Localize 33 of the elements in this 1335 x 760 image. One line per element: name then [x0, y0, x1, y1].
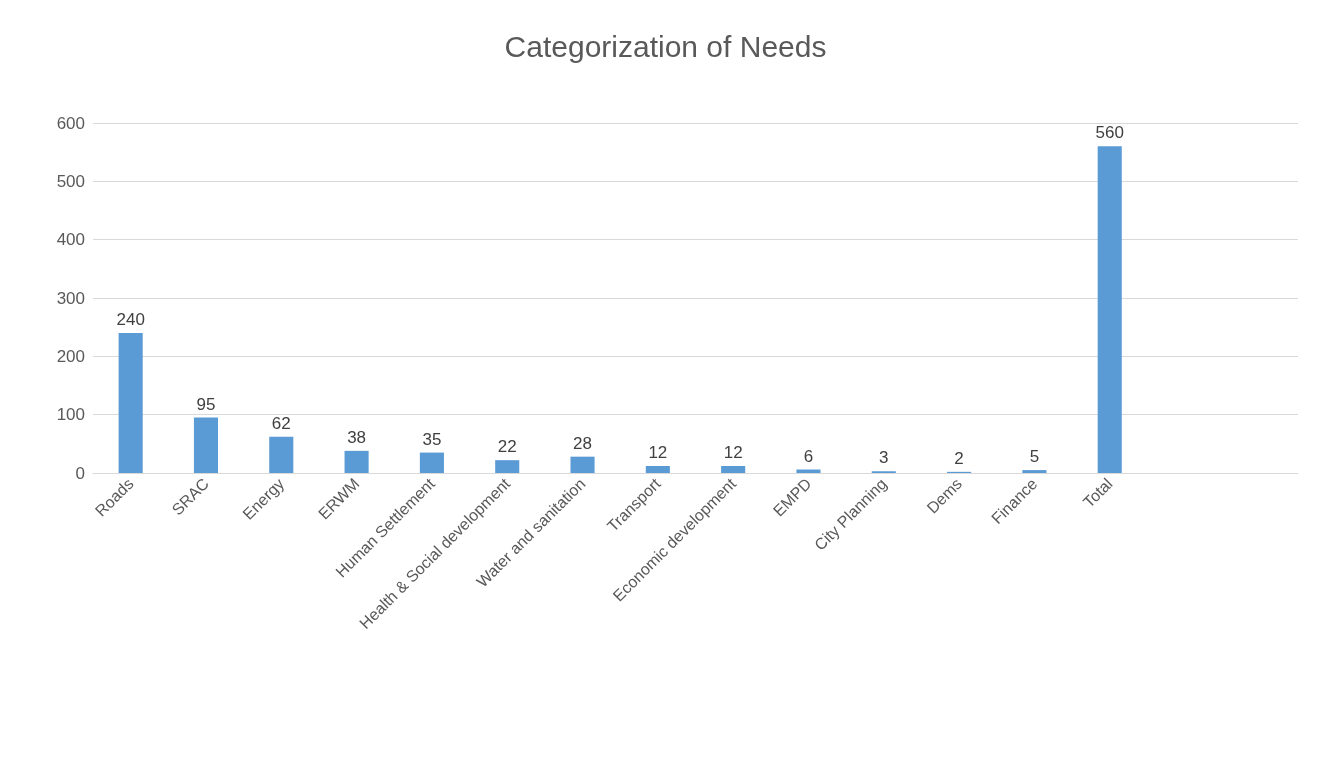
y-tick-label: 400: [56, 230, 85, 250]
bar: [118, 333, 143, 473]
y-tick-label: 300: [56, 288, 85, 308]
data-label: 240: [116, 310, 145, 329]
data-label: 12: [723, 443, 743, 462]
bar: [269, 436, 294, 473]
data-label: 6: [803, 446, 814, 466]
data-label: 22: [497, 437, 517, 457]
bar: [721, 466, 746, 473]
data-label: 35: [422, 429, 442, 449]
y-tick-label: 600: [56, 113, 85, 133]
bar: [1097, 146, 1122, 473]
data-label: 2: [954, 448, 964, 468]
chart-title: Categorization of Needs: [504, 29, 827, 63]
data-label: 38: [347, 427, 367, 447]
bar: [645, 466, 670, 473]
y-tick-label: 0: [75, 463, 85, 483]
y-tick-label: 500: [56, 171, 85, 191]
bar: [344, 450, 369, 473]
bar: [193, 417, 219, 473]
data-label: 62: [271, 413, 291, 433]
data-label: 560: [1095, 123, 1124, 143]
data-label: 5: [1029, 447, 1040, 467]
y-tick-label: 200: [56, 346, 85, 366]
data-label: 28: [573, 433, 592, 453]
data-label: 95: [196, 394, 216, 414]
y-tick-label: 100: [56, 405, 85, 425]
bar: [495, 460, 520, 473]
bar: [570, 456, 595, 473]
bar: [1022, 470, 1047, 473]
data-label: 3: [879, 448, 889, 468]
bar: [419, 452, 444, 473]
data-label: 12: [648, 443, 668, 462]
